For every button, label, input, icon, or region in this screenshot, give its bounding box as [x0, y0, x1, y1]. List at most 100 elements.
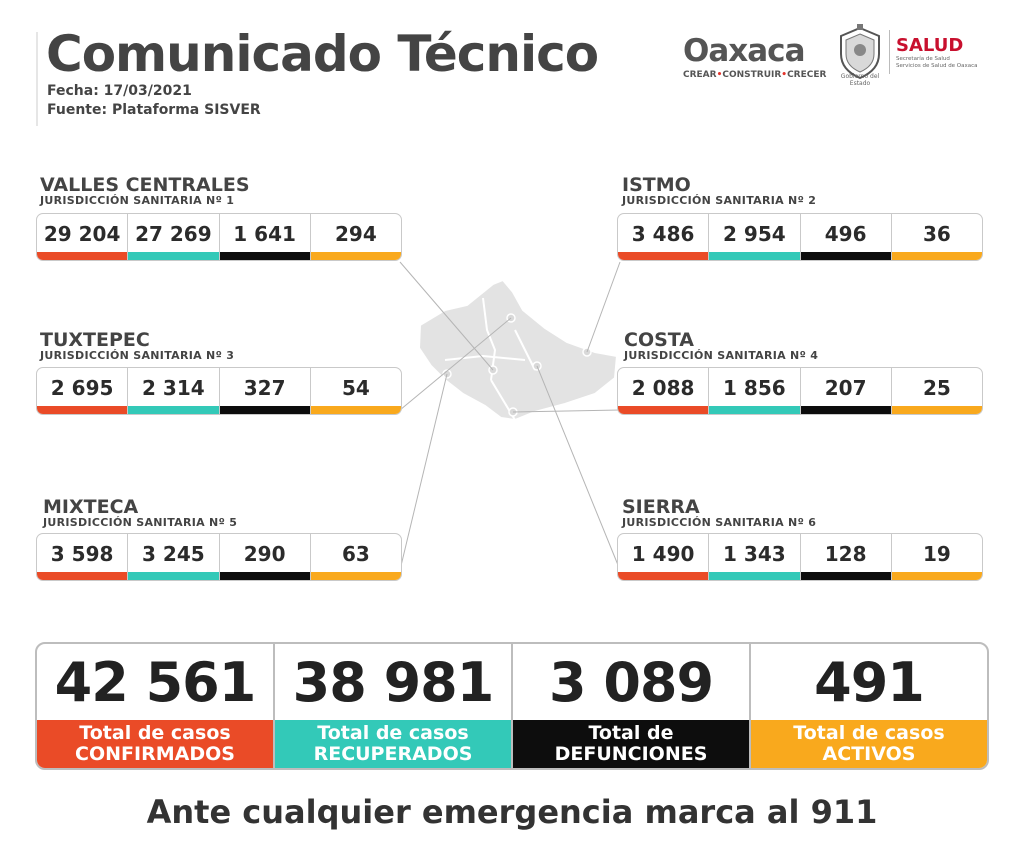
recovered-cell: 3 245 — [128, 534, 220, 580]
total-confirmed-value: 42 561 — [54, 650, 257, 714]
confirmed-bar — [618, 406, 709, 414]
deaths-value: 207 — [824, 376, 867, 400]
region-name: TUXTEPEC — [40, 329, 150, 351]
region-card-istmo: 3 486 2 954 496 36 — [617, 213, 983, 261]
salud-subtitle-1: Secretaría de Salud — [896, 56, 950, 62]
total-deaths-value: 3 089 — [548, 650, 714, 714]
active-cell: 54 — [310, 368, 401, 414]
recovered-value: 3 245 — [142, 542, 205, 566]
active-bar — [891, 406, 982, 414]
recovered-value: 2 954 — [723, 222, 786, 246]
region-jurisdiction: JURISDICCIÓN SANITARIA Nº 5 — [43, 516, 238, 529]
active-value: 63 — [341, 542, 370, 566]
deaths-value: 290 — [243, 542, 286, 566]
label-line-2: CONFIRMADOS — [75, 743, 235, 765]
total-confirmed: 42 561 Total de casos CONFIRMADOS — [37, 644, 275, 768]
region-costa: COSTA JURISDICCIÓN SANITARIA Nº 4 — [624, 330, 818, 362]
confirmed-bar — [37, 572, 128, 580]
salud-logo: SALUD Secretaría de Salud Servicios de S… — [896, 36, 978, 70]
oaxaca-logo: Oaxaca CREAR•CONSTRUIR•CRECER — [683, 34, 827, 84]
confirmed-cell: 2 088 — [618, 368, 710, 414]
region-card-valles-centrales: 29 204 27 269 1 641 294 — [36, 213, 402, 261]
active-value: 25 — [922, 376, 951, 400]
recovered-bar — [128, 406, 219, 414]
state-seal-icon — [840, 24, 880, 80]
total-confirmed-label: Total de casos CONFIRMADOS — [37, 720, 273, 768]
title-accent-bar — [36, 32, 38, 126]
active-bar — [310, 406, 401, 414]
active-bar — [310, 252, 401, 260]
confirmed-bar — [618, 572, 709, 580]
total-recovered-value: 38 981 — [292, 650, 495, 714]
confirmed-cell: 2 695 — [37, 368, 129, 414]
deaths-bar — [800, 572, 891, 580]
label-line-1: Total de — [588, 722, 674, 744]
region-mixteca: MIXTECA JURISDICCIÓN SANITARIA Nº 5 — [43, 497, 237, 529]
recovered-cell: 2 314 — [128, 368, 220, 414]
confirmed-cell: 3 486 — [618, 214, 710, 260]
confirmed-cell: 29 204 — [37, 214, 129, 260]
confirmed-value: 1 490 — [631, 542, 695, 566]
active-cell: 25 — [891, 368, 982, 414]
region-istmo: ISTMO JURISDICCIÓN SANITARIA Nº 2 — [622, 175, 816, 207]
active-bar — [891, 252, 982, 260]
total-active: 491 Total de casos ACTIVOS — [751, 644, 987, 768]
label-line-1: Total de casos — [793, 722, 945, 744]
region-jurisdiction: JURISDICCIÓN SANITARIA Nº 6 — [622, 516, 817, 529]
region-name: SIERRA — [622, 496, 700, 518]
deaths-bar — [219, 252, 310, 260]
oaxaca-logo-tagline: CREAR•CONSTRUIR•CRECER — [683, 70, 827, 80]
region-jurisdiction: JURISDICCIÓN SANITARIA Nº 3 — [40, 349, 235, 362]
region-card-costa: 2 088 1 856 207 25 — [617, 367, 983, 415]
deaths-cell: 1 641 — [219, 214, 311, 260]
confirmed-value: 2 695 — [50, 376, 114, 400]
total-recovered: 38 981 Total de casos RECUPERADOS — [275, 644, 513, 768]
source-label: Fuente: Plataforma SISVER — [47, 102, 261, 118]
region-card-mixteca: 3 598 3 245 290 63 — [36, 533, 402, 581]
active-value: 36 — [922, 222, 951, 246]
date-label: Fecha: 17/03/2021 — [47, 83, 192, 99]
recovered-value: 1 856 — [723, 376, 786, 400]
deaths-value: 327 — [243, 376, 286, 400]
active-cell: 19 — [891, 534, 982, 580]
recovered-cell: 2 954 — [709, 214, 801, 260]
total-active-value: 491 — [814, 650, 925, 714]
recovered-bar — [128, 252, 219, 260]
recovered-bar — [128, 572, 219, 580]
label-line-1: Total de casos — [79, 722, 231, 744]
oaxaca-map-icon — [417, 278, 619, 422]
recovered-bar — [709, 572, 800, 580]
recovered-cell: 1 343 — [709, 534, 801, 580]
deaths-cell: 290 — [219, 534, 311, 580]
confirmed-cell: 3 598 — [37, 534, 129, 580]
salud-subtitle-2: Servicios de Salud de Oaxaca — [896, 63, 978, 69]
label-line-1: Total de casos — [317, 722, 469, 744]
confirmed-value: 2 088 — [631, 376, 695, 400]
deaths-cell: 128 — [800, 534, 892, 580]
emergency-footer: Ante cualquier emergencia marca al 911 — [146, 793, 878, 831]
label-line-2: RECUPERADOS — [313, 743, 473, 765]
recovered-value: 2 314 — [142, 376, 205, 400]
total-deaths-label: Total de DEFUNCIONES — [513, 720, 749, 768]
active-cell: 36 — [891, 214, 982, 260]
recovered-cell: 1 856 — [709, 368, 801, 414]
tag-crear: CREAR — [683, 70, 717, 80]
total-recovered-label: Total de casos RECUPERADOS — [275, 720, 511, 768]
label-line-2: DEFUNCIONES — [554, 743, 708, 765]
recovered-value: 1 343 — [723, 542, 786, 566]
deaths-bar — [219, 406, 310, 414]
deaths-bar — [219, 572, 310, 580]
confirmed-value: 29 204 — [43, 222, 121, 246]
deaths-cell: 496 — [800, 214, 892, 260]
confirmed-bar — [37, 406, 128, 414]
region-name: VALLES CENTRALES — [40, 174, 250, 196]
total-active-label: Total de casos ACTIVOS — [751, 720, 987, 768]
logo-divider — [889, 30, 890, 74]
deaths-cell: 207 — [800, 368, 892, 414]
confirmed-cell: 1 490 — [618, 534, 710, 580]
salud-title: SALUD — [896, 35, 964, 56]
deaths-cell: 327 — [219, 368, 311, 414]
deaths-bar — [800, 252, 891, 260]
deaths-bar — [800, 406, 891, 414]
